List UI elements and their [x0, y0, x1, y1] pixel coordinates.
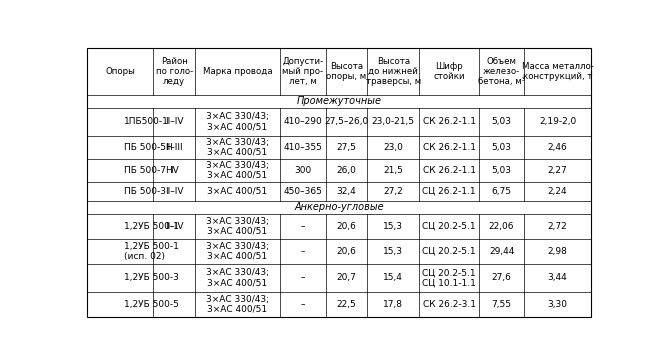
Text: –: – — [301, 247, 305, 256]
Text: 7,55: 7,55 — [492, 300, 512, 309]
Text: Объем
железо-
бетона, м³: Объем железо- бетона, м³ — [478, 57, 525, 86]
Text: ПБ 500-5Н: ПБ 500-5Н — [124, 143, 172, 152]
Text: 17,8: 17,8 — [383, 300, 403, 309]
Text: 3×АС 330/43;
3×АС 400/51: 3×АС 330/43; 3×АС 400/51 — [206, 138, 269, 157]
Text: 26,0: 26,0 — [336, 166, 357, 175]
Text: 27,5–26,0: 27,5–26,0 — [324, 117, 369, 126]
Text: 5,03: 5,03 — [492, 143, 512, 152]
Text: 23,0-21,5: 23,0-21,5 — [372, 117, 415, 126]
Text: Анкерно-угловые: Анкерно-угловые — [295, 202, 384, 212]
Text: 20,6: 20,6 — [336, 247, 357, 256]
Text: 2,98: 2,98 — [547, 247, 567, 256]
Text: 20,6: 20,6 — [336, 222, 357, 231]
Text: СЦ 26.2-1.1: СЦ 26.2-1.1 — [422, 187, 476, 196]
Text: 5,03: 5,03 — [492, 117, 512, 126]
Text: 5,03: 5,03 — [492, 166, 512, 175]
Text: 15,4: 15,4 — [383, 273, 403, 282]
Text: Масса металло-
конструкций, т: Масса металло- конструкций, т — [522, 62, 594, 81]
Text: 3,44: 3,44 — [547, 273, 567, 282]
Text: 20,7: 20,7 — [336, 273, 357, 282]
Text: 21,5: 21,5 — [383, 166, 403, 175]
Text: –: – — [301, 222, 305, 231]
Text: 22,5: 22,5 — [337, 300, 356, 309]
Text: 23,0: 23,0 — [383, 143, 403, 152]
Text: 6,75: 6,75 — [492, 187, 512, 196]
Text: 29,44: 29,44 — [489, 247, 514, 256]
Text: 2,72: 2,72 — [547, 222, 567, 231]
Text: ПБ 500-3: ПБ 500-3 — [124, 187, 166, 196]
Text: –: – — [301, 273, 305, 282]
Text: 1ПБ500-1: 1ПБ500-1 — [124, 117, 168, 126]
Text: СК 26.2-1.1: СК 26.2-1.1 — [423, 117, 476, 126]
Text: ПБ 500-7Н: ПБ 500-7Н — [124, 166, 172, 175]
Text: II–IV: II–IV — [165, 117, 183, 126]
Text: IV: IV — [169, 166, 179, 175]
Text: II–IV: II–IV — [165, 187, 183, 196]
Text: 32,4: 32,4 — [337, 187, 356, 196]
Text: 1,2УБ 500-1: 1,2УБ 500-1 — [124, 222, 178, 231]
Text: 15,3: 15,3 — [383, 247, 403, 256]
Text: 27,5: 27,5 — [336, 143, 357, 152]
Text: Высота
до нижней
траверсы, м: Высота до нижней траверсы, м — [365, 57, 421, 86]
Text: 3×АС 330/43;
3×АС 400/51: 3×АС 330/43; 3×АС 400/51 — [206, 112, 269, 131]
Text: 15,3: 15,3 — [383, 222, 403, 231]
Text: СЦ 20.2-5.1
СЦ 10.1-1.1: СЦ 20.2-5.1 СЦ 10.1-1.1 — [422, 268, 476, 287]
Text: Шифр
стойки: Шифр стойки — [434, 62, 465, 81]
Text: СЦ 20.2-5.1: СЦ 20.2-5.1 — [422, 247, 476, 256]
Text: СК 26.2-1.1: СК 26.2-1.1 — [423, 143, 476, 152]
Text: 3×АС 330/43;
3×АС 400/51: 3×АС 330/43; 3×АС 400/51 — [206, 242, 269, 261]
Text: 2,19-2,0: 2,19-2,0 — [539, 117, 576, 126]
Text: 3×АС 330/43;
3×АС 400/51: 3×АС 330/43; 3×АС 400/51 — [206, 295, 269, 314]
Text: 2,46: 2,46 — [547, 143, 567, 152]
Text: 3×АС 330/43;
3×АС 400/51: 3×АС 330/43; 3×АС 400/51 — [206, 217, 269, 236]
Text: Допусти-
мый про-
лет, м: Допусти- мый про- лет, м — [282, 57, 324, 86]
Text: 2,27: 2,27 — [547, 166, 567, 175]
Text: 2,24: 2,24 — [547, 187, 567, 196]
Text: II–IV: II–IV — [165, 222, 183, 231]
Text: 1,2УБ 500-1
(исп. 02): 1,2УБ 500-1 (исп. 02) — [124, 242, 178, 261]
Text: Опоры: Опоры — [105, 67, 135, 76]
Text: СК 26.2-3.1: СК 26.2-3.1 — [423, 300, 476, 309]
Text: 1,2УБ 500-3: 1,2УБ 500-3 — [124, 273, 178, 282]
Text: 3×АС 330/43;
3×АС 400/51: 3×АС 330/43; 3×АС 400/51 — [206, 161, 269, 180]
Text: 1,2УБ 500-5: 1,2УБ 500-5 — [124, 300, 178, 309]
Text: Район
по голо-
леду: Район по голо- леду — [156, 57, 193, 86]
Text: II–III: II–III — [166, 143, 183, 152]
Text: Высота
опоры, м: Высота опоры, м — [326, 62, 367, 81]
Text: 3×АС 400/51: 3×АС 400/51 — [207, 187, 267, 196]
Text: –: – — [301, 300, 305, 309]
Text: СЦ 20.2-5.1: СЦ 20.2-5.1 — [422, 222, 476, 231]
Text: 27,6: 27,6 — [492, 273, 512, 282]
Text: Промежуточные: Промежуточные — [297, 96, 382, 106]
Text: 22,06: 22,06 — [489, 222, 514, 231]
Text: 27,2: 27,2 — [383, 187, 403, 196]
Text: 300: 300 — [295, 166, 312, 175]
Text: 3×АС 330/43;
3×АС 400/51: 3×АС 330/43; 3×АС 400/51 — [206, 268, 269, 287]
Text: СК 26.2-1.1: СК 26.2-1.1 — [423, 166, 476, 175]
Text: 410–355: 410–355 — [283, 143, 322, 152]
Text: 410–290: 410–290 — [283, 117, 322, 126]
Text: 3,30: 3,30 — [547, 300, 567, 309]
Text: Марка провода: Марка провода — [203, 67, 272, 76]
Text: 450–365: 450–365 — [283, 187, 322, 196]
